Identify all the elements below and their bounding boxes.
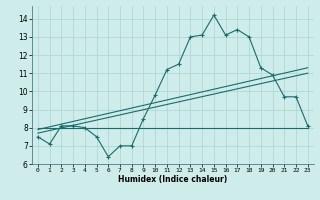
X-axis label: Humidex (Indice chaleur): Humidex (Indice chaleur) [118,175,228,184]
